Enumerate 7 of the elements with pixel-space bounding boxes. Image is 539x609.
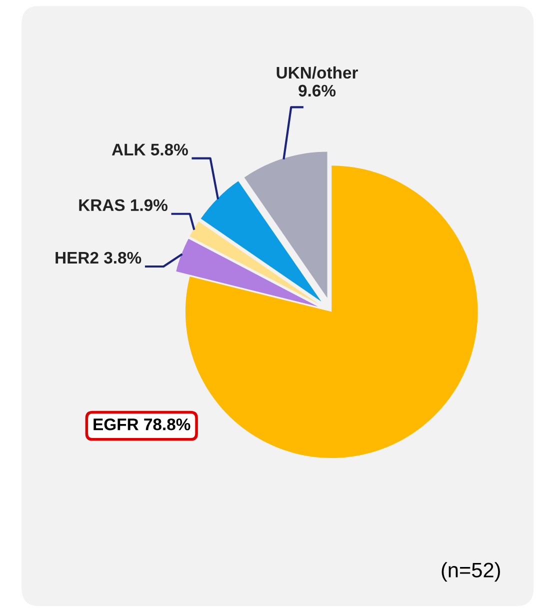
- text: (n=52): [442, 562, 500, 582]
- data-label: 9.6%: [298, 84, 336, 97]
- slice-label: KRAS 1.9%: [79, 199, 168, 212]
- slice-label: UKN/other: [276, 66, 358, 79]
- slice-label: ALK 5.8%: [112, 144, 188, 156]
- slice-label: EGFR 78.8%: [94, 418, 190, 430]
- slice-label: HER2 3.8%: [56, 252, 142, 264]
